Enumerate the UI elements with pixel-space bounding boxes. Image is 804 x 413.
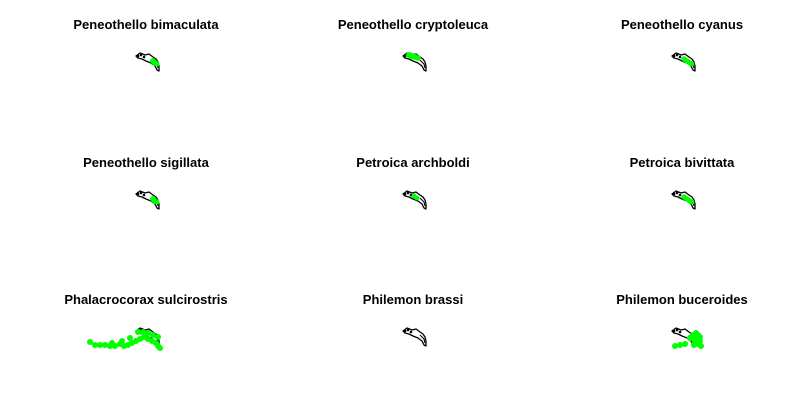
occurrence-point bbox=[691, 342, 697, 348]
panel-title: Peneothello sigillata bbox=[83, 155, 209, 170]
range-map bbox=[671, 190, 696, 210]
island-speck bbox=[403, 329, 407, 333]
species-panel: Philemon brassi bbox=[279, 275, 547, 412]
island-speck bbox=[672, 329, 676, 333]
range-map bbox=[402, 327, 427, 347]
range-map bbox=[402, 52, 427, 72]
island-speck bbox=[139, 191, 143, 195]
island-speck bbox=[136, 192, 140, 196]
species-panel: Philemon buceroides bbox=[548, 275, 804, 412]
occurrence-point bbox=[97, 342, 103, 348]
species-panel: Petroica bivittata bbox=[548, 138, 804, 275]
island-speck bbox=[406, 328, 410, 332]
island-outline bbox=[135, 190, 160, 210]
range-map bbox=[671, 52, 696, 72]
island-outline bbox=[671, 52, 696, 72]
island-outline bbox=[402, 190, 427, 210]
occurrence-point bbox=[87, 339, 93, 345]
occurrence-point bbox=[689, 61, 695, 67]
range-map bbox=[87, 327, 163, 351]
range-map bbox=[671, 327, 704, 349]
panel-title: Petroica bivittata bbox=[629, 155, 735, 170]
species-panel: Peneothello sigillata bbox=[12, 138, 280, 275]
occurrence-point bbox=[150, 332, 156, 338]
occurrence-point bbox=[689, 199, 695, 205]
panel-title: Philemon brassi bbox=[362, 292, 464, 307]
occurrence-point bbox=[127, 335, 133, 341]
island-outline-detail bbox=[419, 197, 426, 207]
occurrence-point bbox=[102, 342, 108, 348]
panel-title: Peneothello cyanus bbox=[620, 17, 744, 32]
island-outline-detail bbox=[419, 59, 426, 69]
occurrence-point bbox=[155, 334, 161, 340]
island-speck bbox=[142, 193, 146, 197]
species-panel: Phalacrocorax sulcirostris bbox=[12, 275, 280, 412]
island-speck bbox=[139, 53, 143, 57]
island-speck bbox=[678, 193, 682, 197]
island-speck bbox=[675, 191, 679, 195]
occurrence-point bbox=[682, 341, 688, 347]
panel-title: Phalacrocorax sulcirostris bbox=[64, 292, 228, 307]
island-outline bbox=[135, 52, 160, 72]
island-speck bbox=[675, 53, 679, 57]
island-outline bbox=[671, 190, 696, 210]
occurrence-point bbox=[414, 195, 420, 201]
occurrence-point bbox=[672, 343, 678, 349]
range-map bbox=[135, 52, 160, 72]
panel-title: Philemon buceroides bbox=[616, 292, 748, 307]
panel-title: Peneothello bimaculata bbox=[73, 17, 219, 32]
island-speck bbox=[403, 54, 407, 58]
occurrence-point bbox=[92, 342, 98, 348]
occurrence-point bbox=[135, 329, 141, 335]
species-panel: Peneothello cryptoleuca bbox=[279, 0, 547, 137]
occurrence-point bbox=[145, 330, 151, 336]
island-speck bbox=[672, 54, 676, 58]
island-speck bbox=[403, 192, 407, 196]
range-map bbox=[402, 190, 427, 210]
island-speck bbox=[672, 192, 676, 196]
occurrence-point bbox=[157, 345, 163, 351]
island-speck bbox=[678, 55, 682, 59]
species-panel: Peneothello bimaculata bbox=[12, 0, 280, 137]
island-speck bbox=[406, 191, 410, 195]
island-speck bbox=[142, 55, 146, 59]
island-speck bbox=[675, 328, 679, 332]
range-map bbox=[135, 190, 160, 210]
island-speck bbox=[409, 330, 413, 334]
species-panel: Peneothello cyanus bbox=[548, 0, 804, 137]
occurrence-point bbox=[154, 61, 160, 67]
island-speck bbox=[136, 54, 140, 58]
occurrence-point bbox=[140, 329, 146, 335]
species-panel: Petroica archboldi bbox=[279, 138, 547, 275]
occurrence-point bbox=[677, 342, 683, 348]
island-outline-detail bbox=[419, 334, 426, 344]
panel-title: Petroica archboldi bbox=[356, 155, 470, 170]
occurrence-point bbox=[119, 338, 125, 344]
occurrence-point bbox=[154, 199, 160, 205]
island-outline bbox=[402, 327, 427, 347]
panel-title: Peneothello cryptoleuca bbox=[337, 17, 489, 32]
occurrence-point bbox=[415, 55, 421, 61]
island-speck bbox=[678, 330, 682, 334]
occurrence-point bbox=[109, 340, 115, 346]
occurrence-point bbox=[691, 337, 697, 343]
occurrence-point bbox=[698, 343, 704, 349]
